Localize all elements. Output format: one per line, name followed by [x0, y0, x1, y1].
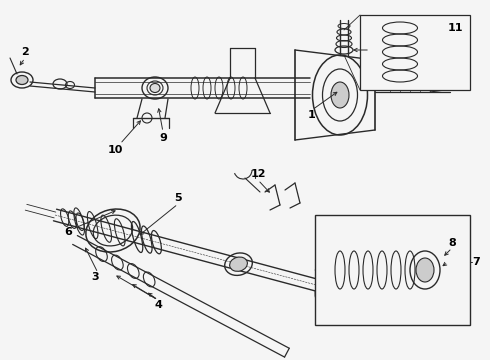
Ellipse shape — [150, 84, 160, 93]
Ellipse shape — [416, 258, 434, 282]
Ellipse shape — [329, 282, 351, 301]
Ellipse shape — [16, 76, 28, 85]
Text: 12: 12 — [250, 169, 266, 179]
Bar — [315, 215, 470, 325]
Text: 4: 4 — [154, 300, 162, 310]
Text: 6: 6 — [64, 227, 72, 237]
Text: 7: 7 — [472, 257, 480, 267]
Text: 10: 10 — [107, 145, 122, 155]
Ellipse shape — [230, 257, 247, 271]
Text: 2: 2 — [21, 47, 29, 57]
Text: 9: 9 — [159, 133, 167, 143]
Text: 11: 11 — [447, 23, 463, 33]
Bar — [360, 15, 470, 90]
Text: 5: 5 — [174, 193, 182, 203]
Text: 8: 8 — [448, 238, 456, 248]
Ellipse shape — [331, 82, 349, 108]
Text: 3: 3 — [91, 272, 99, 282]
Text: 1: 1 — [308, 110, 316, 120]
